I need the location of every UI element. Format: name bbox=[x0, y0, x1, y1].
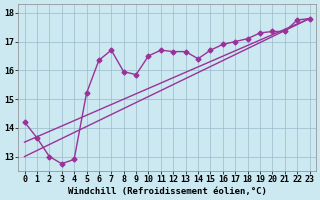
X-axis label: Windchill (Refroidissement éolien,°C): Windchill (Refroidissement éolien,°C) bbox=[68, 187, 267, 196]
